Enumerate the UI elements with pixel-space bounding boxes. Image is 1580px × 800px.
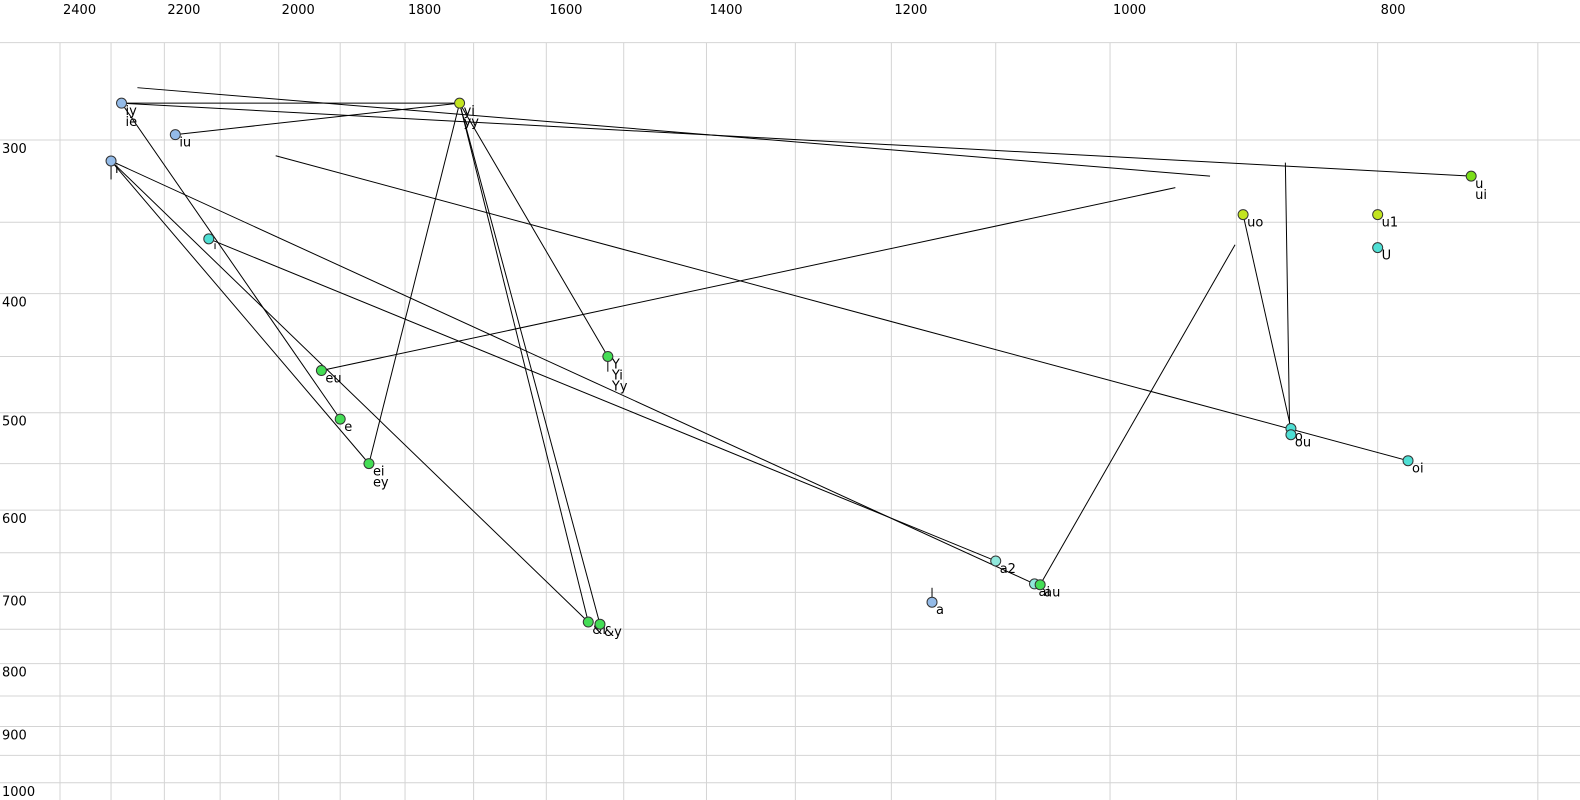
y-axis-tick-label: 800 [2,666,27,681]
trajectory-line [459,103,589,623]
trajectory-line [459,103,601,625]
vowel-point-ei[interactable] [363,458,375,470]
y-axis-tick-label: 700 [2,594,27,609]
vowel-point-label: U [1382,249,1392,264]
vowel-point-label: a2 [1000,562,1016,577]
vowel-point-xi[interactable] [582,616,594,628]
vowel-point-label: oi [1412,462,1424,477]
vowel-point-label: ie [126,115,138,130]
vowel-point-label: u [1475,177,1483,192]
trajectory-line [1039,244,1236,585]
x-axis-tick-label: 2000 [282,3,315,18]
grid-layer [0,42,1580,800]
trajectory-line [208,238,996,562]
vowel-point-label: ai [1039,585,1051,600]
x-axis-tick-label: 2200 [167,3,200,18]
vowel-point-label: ou [1295,436,1311,451]
vowel-point-label: Yi [611,368,623,383]
vowel-point-label: a [936,603,944,618]
x-axis-tick-label: 1400 [709,3,742,18]
vowel-point-eu[interactable] [315,365,327,377]
trajectory-line [121,102,1472,177]
vowel-point-label: au [1044,586,1060,601]
y-axis-tick-label: 1000 [2,785,35,800]
vowel-point-label: Yy [611,379,628,394]
vowel-point-a[interactable] [926,596,938,608]
vowel-point-label: yy [464,115,480,130]
y-axis-tick-label: 300 [2,142,27,157]
x-axis-tick-label: 1800 [408,3,441,18]
trajectory-line [459,102,609,357]
axis-label-layer: 2400 2200 2000 1800 1600 1400 1200 1000 800 300 40… [2,3,1406,800]
vowel-point-yi[interactable] [454,97,466,109]
vowel-point-au[interactable] [1034,579,1046,591]
trajectory-layer [110,87,1472,625]
vowel-point-label: yi [464,104,475,119]
vowel-point-ou[interactable] [1285,429,1297,441]
vowel-point-label: ei [373,465,385,480]
vowel-point-oi[interactable] [1402,455,1414,467]
vowel-point-e[interactable] [334,413,346,425]
vowel-point-iy[interactable] [116,97,128,109]
trajectory-line [275,155,1409,462]
vowel-point-i[interactable] [105,155,117,167]
x-axis-tick-label: 800 [1381,3,1406,18]
trajectory-line [110,160,589,623]
vowel-point-label: i [115,162,119,177]
vowel-point-label: iy [126,104,138,119]
vowel-point-label: u1 [1382,216,1399,231]
vowel-point-iu[interactable] [169,129,181,141]
x-axis-tick-label: 1600 [549,3,582,18]
y-axis-tick-label: 600 [2,512,27,527]
trajectory-line [368,103,461,464]
x-axis-tick-label: 1200 [894,3,927,18]
vowel-point-uo[interactable] [1237,209,1249,221]
x-axis-tick-label: 2400 [63,3,96,18]
trajectory-line [1284,162,1291,425]
vowel-point-label: iu [179,136,191,151]
vowel-point-xy[interactable] [594,618,606,630]
vowel-point-label: Y [611,357,620,372]
trajectory-line [175,102,460,136]
trajectory-line [121,102,341,420]
vowel-point-label: o [1295,430,1303,445]
y-axis-tick-label: 400 [2,296,27,311]
vowel-point-label: ui [1475,188,1487,203]
vowel-point-a2[interactable] [990,555,1002,567]
trajectory-line [321,187,1176,372]
x-axis-tick-label: 1000 [1113,3,1146,18]
vowel-point[interactable] [203,233,215,245]
y-axis-tick-label: 500 [2,415,27,430]
vowel-point-u[interactable] [1465,170,1477,182]
vowel-point-label: &y [604,625,622,640]
trajectory-line [1242,214,1292,429]
trajectory-line [137,87,1211,177]
vowel-point-y[interactable] [602,350,614,362]
vowel-point-u[interactable] [1372,242,1384,254]
vowel-point-label: ey [373,476,389,491]
trajectory-line [110,160,370,464]
y-axis-tick-label: 900 [2,729,27,744]
vowel-point-u1[interactable] [1372,209,1384,221]
vowel-point-label: e [344,420,352,435]
vowel-point-label: eu [325,372,341,387]
vowel-point-label: uo [1247,216,1263,231]
